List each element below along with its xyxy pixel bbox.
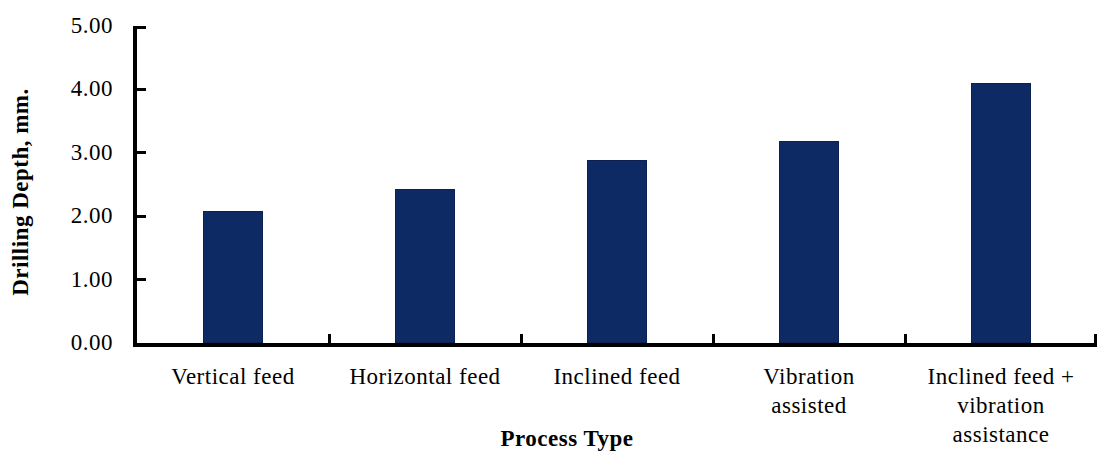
y-axis-title: Drilling Depth, mm. (8, 88, 34, 296)
x-category-label: Inclined feed + vibration assistance (905, 362, 1097, 449)
y-tick-mark (137, 151, 146, 154)
x-tick-mark (1094, 334, 1097, 343)
y-tick-label: 4.00 (0, 76, 113, 102)
bar (203, 211, 263, 343)
bar (779, 141, 839, 343)
x-tick-mark (904, 334, 907, 343)
bar (587, 160, 647, 343)
x-category-label: Inclined feed (521, 362, 713, 391)
y-tick-label: 3.00 (0, 140, 113, 166)
plot-area (133, 26, 1097, 347)
bar-chart-figure: Drilling Depth, mm. 0.00 1.00 2.00 3.00 4.00… (0, 0, 1112, 469)
y-tick-label: 5.00 (0, 13, 113, 39)
y-tick-mark (137, 215, 146, 218)
y-tick-mark (137, 278, 146, 281)
y-tick-label: 1.00 (0, 267, 113, 293)
x-tick-mark (328, 334, 331, 343)
x-tick-mark (712, 334, 715, 343)
x-category-label: Vibration assisted (713, 362, 905, 420)
y-tick-label: 2.00 (0, 203, 113, 229)
y-tick-mark (137, 88, 146, 91)
x-category-label: Horizontal feed (329, 362, 521, 391)
x-tick-mark (520, 334, 523, 343)
y-tick-label: 0.00 (0, 330, 113, 356)
x-category-label: Vertical feed (137, 362, 329, 391)
bar (395, 189, 455, 343)
y-tick-mark (137, 26, 146, 29)
x-axis-title: Process Type (500, 426, 633, 452)
bar (971, 83, 1031, 343)
